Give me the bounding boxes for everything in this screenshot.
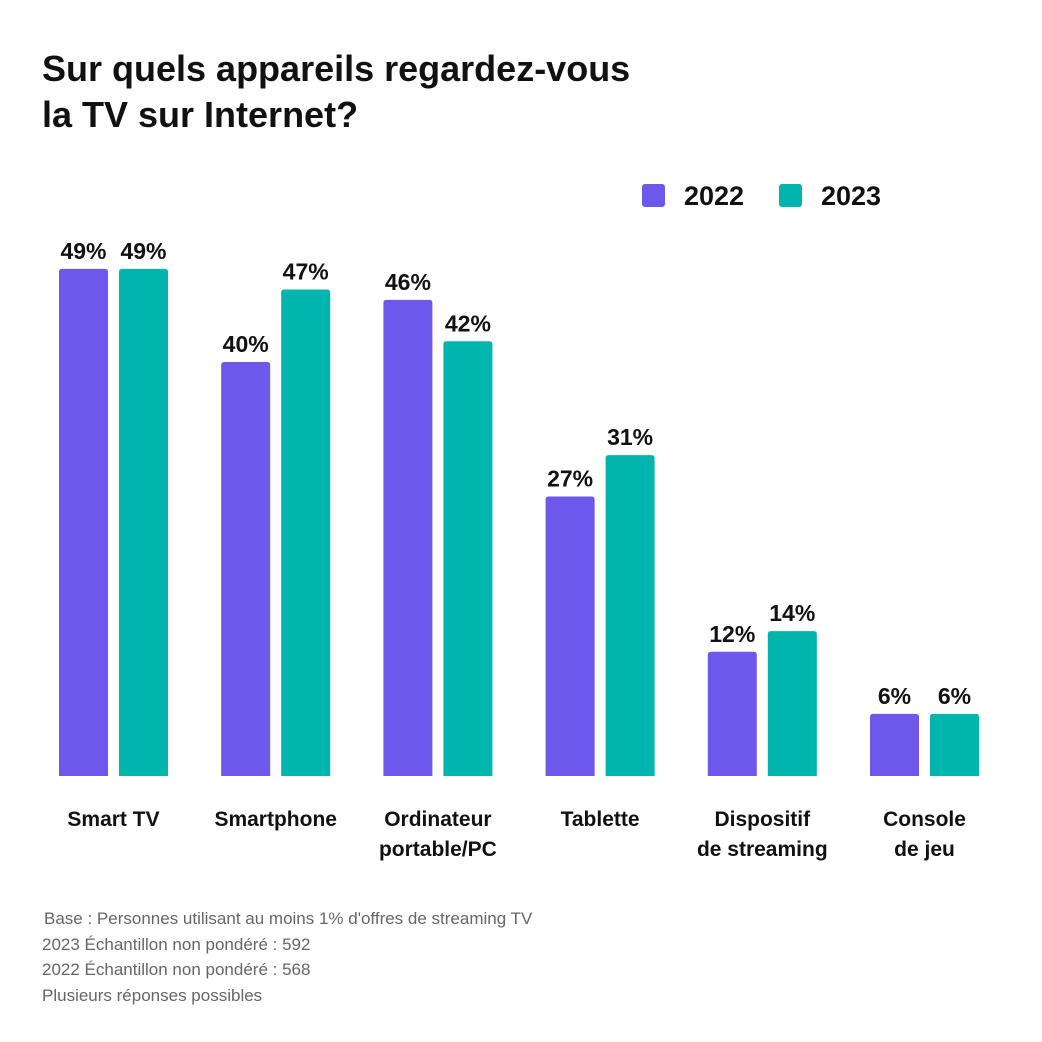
chart-title-line-2: la TV sur Internet?	[42, 94, 359, 135]
data-label-2023-2: 42%	[445, 310, 491, 336]
data-label-2022-5: 6%	[878, 683, 911, 709]
category-label-5-line-1: Console	[883, 808, 966, 831]
category-label-1-line-1: Smartphone	[214, 808, 337, 831]
bar-2023-3	[605, 455, 655, 776]
category-label-3-line-1: Tablette	[561, 808, 640, 831]
legend-label-2022: 2022	[684, 181, 744, 211]
bar-2022-3	[545, 496, 595, 776]
data-label-2022-3: 27%	[547, 466, 593, 492]
footnotes: Base : Personnes utilisant au moins 1% d…	[42, 906, 942, 1008]
legend-swatch-2022	[642, 184, 665, 207]
legend-swatch-2023	[779, 184, 802, 207]
category-label-4-line-2: de streaming	[697, 838, 828, 861]
legend-label-2023: 2023	[821, 181, 881, 211]
bar-2022-2	[383, 299, 433, 776]
data-label-2023-0: 49%	[120, 238, 166, 264]
bar-2023-5	[930, 713, 979, 776]
category-label-4-line-1: Dispositif	[714, 808, 811, 831]
chart-title-line-1: Sur quels appareils regardez-vous	[42, 48, 631, 89]
data-label-2022-2: 46%	[385, 269, 431, 295]
footnote-base: Base : Personnes utilisant au moins 1% d…	[44, 909, 533, 928]
category-label-2-line-2: portable/PC	[379, 838, 497, 861]
chart-title: Sur quels appareils regardez-vous la TV …	[42, 46, 802, 138]
bar-2023-2	[443, 341, 493, 776]
bar-2022-5	[870, 713, 919, 776]
bar-2022-0	[59, 268, 108, 776]
bar-chart: 2022 2023 49% 49% Smart TV 40% 47% Smartphone 46…	[59, 181, 979, 861]
footnote-sample-2022: 2022 Échantillon non pondéré : 568	[42, 960, 311, 979]
category-label-5-line-2: de jeu	[894, 838, 955, 861]
bar-2023-0	[119, 268, 168, 776]
data-label-2023-1: 47%	[283, 259, 329, 285]
footnote-multiple-answers: Plusieurs réponses possibles	[42, 985, 263, 1005]
bar-2022-4	[707, 651, 757, 776]
data-label-2023-4: 14%	[769, 600, 815, 626]
data-label-2022-1: 40%	[223, 331, 269, 357]
category-label-2-line-1: Ordinateur	[384, 808, 491, 831]
data-label-2023-5: 6%	[938, 683, 971, 709]
data-label-2022-4: 12%	[709, 621, 755, 647]
data-label-2022-0: 49%	[60, 238, 106, 264]
category-label-0-line-1: Smart TV	[67, 808, 159, 831]
bar-2023-4	[767, 631, 817, 776]
footnote-sample-2023: 2023 Échantillon non pondéré : 592	[42, 934, 311, 954]
bar-2023-1	[281, 289, 331, 776]
data-label-2023-3: 31%	[607, 424, 653, 450]
bar-2022-1	[221, 362, 271, 776]
